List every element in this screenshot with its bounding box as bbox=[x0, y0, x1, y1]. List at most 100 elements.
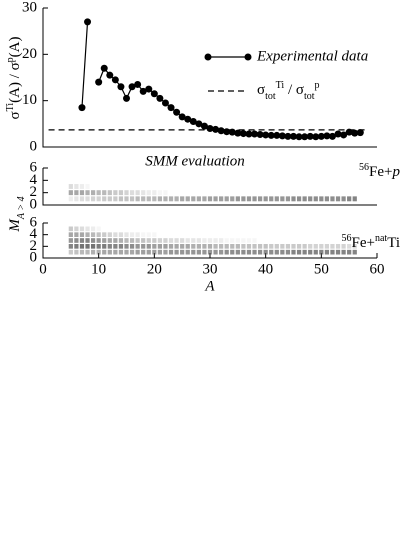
heat-cell bbox=[330, 249, 335, 255]
heat-cell bbox=[74, 238, 79, 243]
heat-cell bbox=[97, 184, 101, 189]
heat-cell bbox=[152, 249, 157, 255]
data-point bbox=[173, 108, 181, 116]
heat-cell bbox=[141, 196, 146, 202]
heat-cell bbox=[336, 232, 340, 237]
y-tick-label: 2 bbox=[30, 238, 38, 254]
panel-label: 56Fe+p bbox=[359, 162, 400, 181]
data-point bbox=[95, 78, 103, 86]
heat-cell bbox=[252, 244, 257, 249]
heat-cell bbox=[118, 238, 124, 243]
heat-cell bbox=[146, 238, 151, 243]
heat-cell bbox=[275, 232, 279, 237]
heat-cell bbox=[119, 184, 123, 189]
data-point bbox=[262, 131, 270, 139]
heat-cell bbox=[118, 249, 124, 255]
heat-cell bbox=[79, 226, 85, 232]
heat-cell bbox=[336, 190, 340, 195]
heat-cell bbox=[303, 238, 307, 243]
heat-cell bbox=[275, 238, 279, 243]
heat-cell bbox=[269, 190, 273, 195]
heat-cell bbox=[196, 238, 201, 243]
y-tick-label: 30 bbox=[22, 0, 37, 15]
heat-cell bbox=[303, 190, 307, 195]
heat-cell bbox=[136, 227, 140, 232]
heat-cell bbox=[336, 227, 340, 232]
heat-cell bbox=[330, 196, 335, 202]
heat-cell bbox=[96, 226, 101, 232]
heat-cell bbox=[213, 244, 218, 249]
heat-cell bbox=[241, 244, 246, 249]
heat-cell bbox=[163, 196, 168, 202]
heat-cell bbox=[263, 249, 268, 255]
heat-cell bbox=[79, 249, 85, 255]
heat-cell bbox=[107, 190, 112, 196]
heat-cell bbox=[275, 184, 279, 189]
heat-cell bbox=[241, 196, 246, 202]
heat-cell bbox=[208, 232, 212, 237]
heat-cell bbox=[252, 238, 257, 243]
heat-cell bbox=[113, 244, 118, 249]
heat-cell bbox=[341, 184, 345, 189]
heat-cell bbox=[285, 249, 291, 255]
heat-cell bbox=[191, 227, 195, 232]
heat-cell bbox=[180, 238, 185, 243]
heat-cell bbox=[297, 227, 301, 232]
heat-cell bbox=[213, 196, 218, 202]
heat-cell bbox=[225, 232, 229, 237]
heat-cell bbox=[236, 232, 240, 237]
heat-cell bbox=[141, 184, 145, 189]
heat-cell bbox=[296, 249, 302, 255]
heat-cell bbox=[230, 244, 235, 249]
data-point bbox=[306, 132, 314, 140]
heat-cell bbox=[202, 238, 207, 243]
heat-cell bbox=[85, 244, 90, 249]
heat-cell bbox=[191, 244, 196, 249]
heat-cell bbox=[107, 196, 112, 202]
heat-cell bbox=[174, 190, 178, 195]
data-point bbox=[156, 94, 164, 102]
heat-cell bbox=[291, 190, 295, 195]
heat-cell bbox=[147, 184, 151, 189]
heat-cell bbox=[96, 196, 101, 202]
heat-cell bbox=[286, 227, 290, 232]
heat-cell bbox=[118, 190, 124, 196]
heat-cell bbox=[113, 184, 117, 189]
heat-cell bbox=[352, 249, 357, 255]
y-axis-label-part: A > 4 bbox=[16, 196, 27, 220]
heat-cell bbox=[308, 232, 312, 237]
heat-cell bbox=[146, 196, 151, 202]
heat-cell bbox=[135, 249, 140, 255]
heat-cell bbox=[269, 232, 273, 237]
data-point bbox=[84, 18, 92, 26]
heat-cell bbox=[129, 232, 135, 237]
heat-cell bbox=[102, 184, 106, 189]
heat-cell bbox=[74, 232, 79, 237]
heat-cell bbox=[274, 244, 279, 249]
x-tick-label: 50 bbox=[314, 261, 329, 277]
legend-label-part: p bbox=[315, 80, 320, 91]
heat-cell bbox=[296, 196, 302, 202]
heat-cell bbox=[174, 232, 178, 237]
heat-cell bbox=[303, 232, 307, 237]
panel-label-part: p bbox=[392, 164, 401, 180]
heat-cell bbox=[113, 232, 118, 237]
legend-label-part: / σ bbox=[284, 82, 304, 98]
heat-cell bbox=[264, 227, 268, 232]
heat-cell bbox=[152, 232, 157, 237]
heat-cell bbox=[296, 244, 302, 249]
data-point bbox=[273, 131, 281, 139]
heat-cell bbox=[285, 196, 291, 202]
heat-cell bbox=[180, 232, 184, 237]
y-tick-label: 0 bbox=[30, 196, 38, 212]
heat-cell bbox=[163, 249, 168, 255]
data-point bbox=[184, 115, 192, 123]
heat-cell bbox=[157, 249, 163, 255]
heat-cell bbox=[96, 232, 101, 237]
heat-cell bbox=[219, 232, 223, 237]
heat-cell bbox=[174, 249, 179, 255]
heat-cell bbox=[235, 238, 240, 243]
heat-cell bbox=[314, 184, 318, 189]
heat-cell bbox=[325, 227, 329, 232]
